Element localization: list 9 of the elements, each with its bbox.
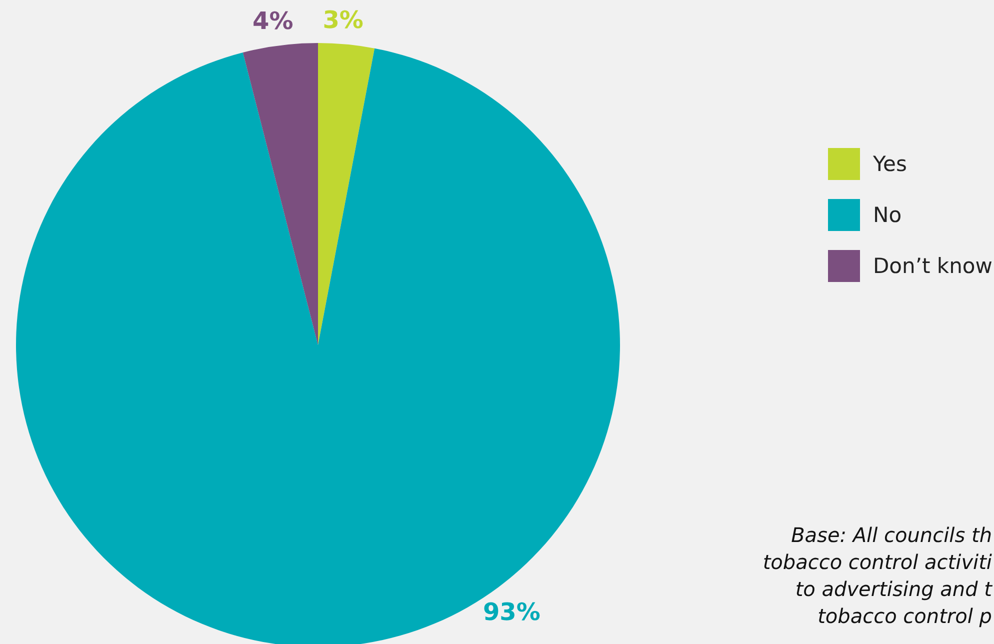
data-label: 3% [322,6,364,34]
pie-slice [318,43,375,345]
data-label: 93% [482,598,540,626]
text: Base: All councils th tobacco control activiti to advertising and t tobacco control p [762,522,992,630]
data-label: 4% [252,7,294,36]
legend-label: No [873,203,902,227]
pie-slice [242,43,318,345]
legend-label: Yes [873,152,907,176]
legend-label: Don’t know [873,254,992,278]
